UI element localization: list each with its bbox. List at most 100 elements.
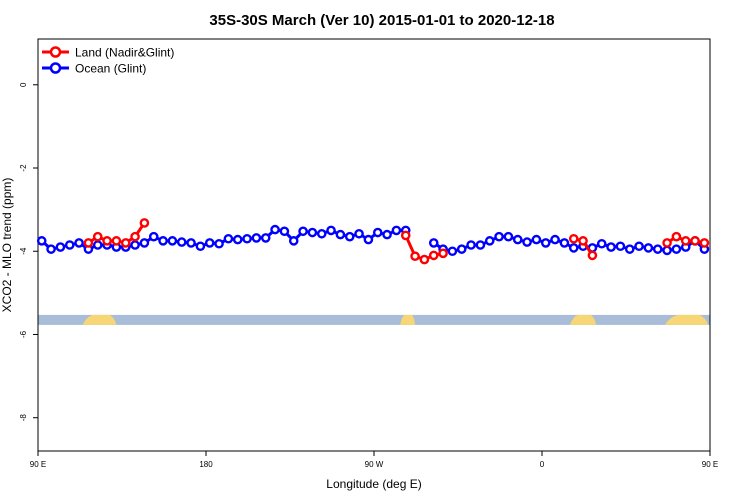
land-band-3 — [665, 314, 709, 325]
series-ocean-point-0-13 — [158, 236, 168, 246]
series-ocean-point-1-23 — [643, 243, 654, 253]
series-ocean-point-1-5 — [475, 240, 486, 250]
series-ocean-point-0-28 — [298, 226, 308, 237]
series-ocean-point-1-13 — [550, 234, 560, 245]
series-land-point-2-1 — [578, 236, 588, 246]
series-ocean-point-1-4 — [466, 240, 476, 250]
series-ocean-point-0-26 — [279, 226, 290, 237]
series-ocean-point-0-10 — [130, 240, 140, 250]
series-ocean-point-0-22 — [242, 233, 252, 244]
series-ocean-point-1-24 — [652, 244, 663, 254]
series-land-point-1-2 — [419, 254, 430, 265]
y-tick-label-3: -6 — [19, 330, 28, 338]
series-ocean-point-1-25 — [662, 245, 672, 256]
legend-item-ocean: Ocean (Glint) — [42, 62, 146, 76]
series-ocean-point-0-30 — [316, 228, 327, 239]
x-tick-label-3: 0 — [540, 460, 545, 469]
series-ocean-point-1-20 — [615, 241, 626, 252]
land-band-2 — [570, 314, 597, 325]
series-ocean-point-0-11 — [139, 238, 150, 248]
land-band-1 — [400, 314, 416, 325]
series-ocean-point-0-38 — [391, 225, 402, 236]
series-ocean-point-0-18 — [204, 238, 215, 248]
series-ocean-point-0-17 — [195, 241, 206, 252]
series-ocean-point-0-25 — [270, 224, 280, 235]
series-ocean-point-0-31 — [326, 225, 336, 236]
y-tick-label-0: 0 — [19, 82, 28, 87]
series-ocean-point-0-33 — [344, 231, 355, 242]
series-ocean-point-1-19 — [606, 242, 616, 252]
series-land-point-3-2 — [680, 236, 691, 246]
series-ocean-point-1-10 — [522, 237, 532, 247]
series-ocean-point-0-14 — [167, 236, 178, 246]
x-tick-label-0: 90 E — [30, 460, 46, 469]
series-land-point-2-2 — [587, 250, 598, 261]
series-layer — [36, 218, 710, 265]
series-ocean-point-0-24 — [260, 233, 271, 243]
series-ocean-point-1-8 — [503, 231, 514, 242]
series-ocean-point-1-9 — [512, 234, 523, 245]
series-ocean-point-0-35 — [363, 234, 374, 245]
series-ocean-point-0-37 — [382, 229, 392, 240]
series-ocean-point-1-11 — [531, 234, 542, 245]
legend-item-land: Land (Nadir&Glint) — [42, 46, 174, 60]
ocean-band — [38, 314, 710, 325]
legend-label-land: Land (Nadir&Glint) — [75, 46, 174, 60]
y-axis-label: XCO2 - MLO trend (ppm) — [0, 178, 14, 313]
y-axis: 0 -2 -4 -6 -8 — [19, 82, 38, 421]
series-land-point-0-6 — [139, 218, 150, 228]
legend-label-ocean: Ocean (Glint) — [75, 62, 146, 76]
series-ocean-point-1-0 — [428, 238, 439, 248]
series-ocean-point-0-15 — [176, 237, 187, 247]
series-ocean-point-0-4 — [74, 238, 84, 248]
series-ocean-point-1-12 — [540, 238, 551, 248]
legend: Land (Nadir&Glint) Ocean (Glint) — [42, 46, 174, 76]
legend-marker-ocean — [49, 62, 62, 74]
series-ocean-point-0-20 — [223, 233, 234, 244]
series-ocean-point-0-3 — [64, 240, 75, 250]
series-ocean-point-0-21 — [232, 234, 243, 245]
series-land-point-0-1 — [92, 231, 103, 242]
y-tick-label-2: -4 — [19, 247, 28, 255]
series-ocean-point-1-26 — [671, 244, 682, 254]
series-ocean-point-0-32 — [335, 229, 346, 240]
series-land — [83, 218, 710, 265]
series-ocean-point-0-6 — [92, 240, 103, 250]
series-land-point-0-0 — [83, 238, 94, 248]
series-land-point-2-0 — [568, 233, 579, 244]
legend-marker-land — [49, 46, 62, 58]
series-ocean-point-0-36 — [372, 227, 383, 238]
y-tick-label-1: -2 — [19, 164, 28, 172]
land-ocean-band — [38, 314, 710, 325]
series-ocean-point-0-29 — [307, 227, 318, 238]
x-axis-label: Longitude (deg E) — [326, 477, 421, 491]
series-land-point-0-3 — [111, 236, 122, 246]
series-ocean-point-1-2 — [447, 246, 458, 257]
series-land-point-3-1 — [671, 231, 682, 242]
series-ocean-point-0-0 — [36, 236, 47, 246]
series-ocean-point-0-16 — [186, 238, 196, 248]
series-ocean-point-0-23 — [251, 233, 262, 243]
x-tick-label-1: 180 — [199, 460, 213, 469]
series-ocean-point-1-3 — [456, 244, 467, 254]
series-land-point-3-0 — [662, 238, 672, 248]
series-ocean-point-1-7 — [494, 231, 504, 242]
series-ocean-point-0-2 — [55, 242, 66, 252]
series-ocean — [36, 224, 710, 257]
series-ocean-point-1-21 — [624, 244, 635, 254]
series-land-point-3-4 — [699, 238, 710, 248]
series-land-point-3-3 — [690, 236, 700, 246]
series-ocean-point-1-6 — [484, 236, 495, 246]
series-ocean-point-0-34 — [354, 228, 364, 239]
series-ocean-point-1-15 — [568, 243, 579, 253]
series-ocean-point-1-18 — [596, 238, 607, 249]
chart-title: 35S-30S March (Ver 10) 2015-01-01 to 202… — [209, 12, 554, 29]
y-tick-label-4: -8 — [19, 414, 28, 422]
series-ocean-point-0-19 — [214, 238, 224, 249]
series-land-point-1-0 — [400, 230, 411, 241]
land-band-0 — [82, 314, 117, 325]
x-tick-label-4: 90 E — [702, 460, 718, 469]
series-ocean-point-0-27 — [288, 236, 299, 246]
series-ocean-point-0-1 — [46, 244, 56, 254]
